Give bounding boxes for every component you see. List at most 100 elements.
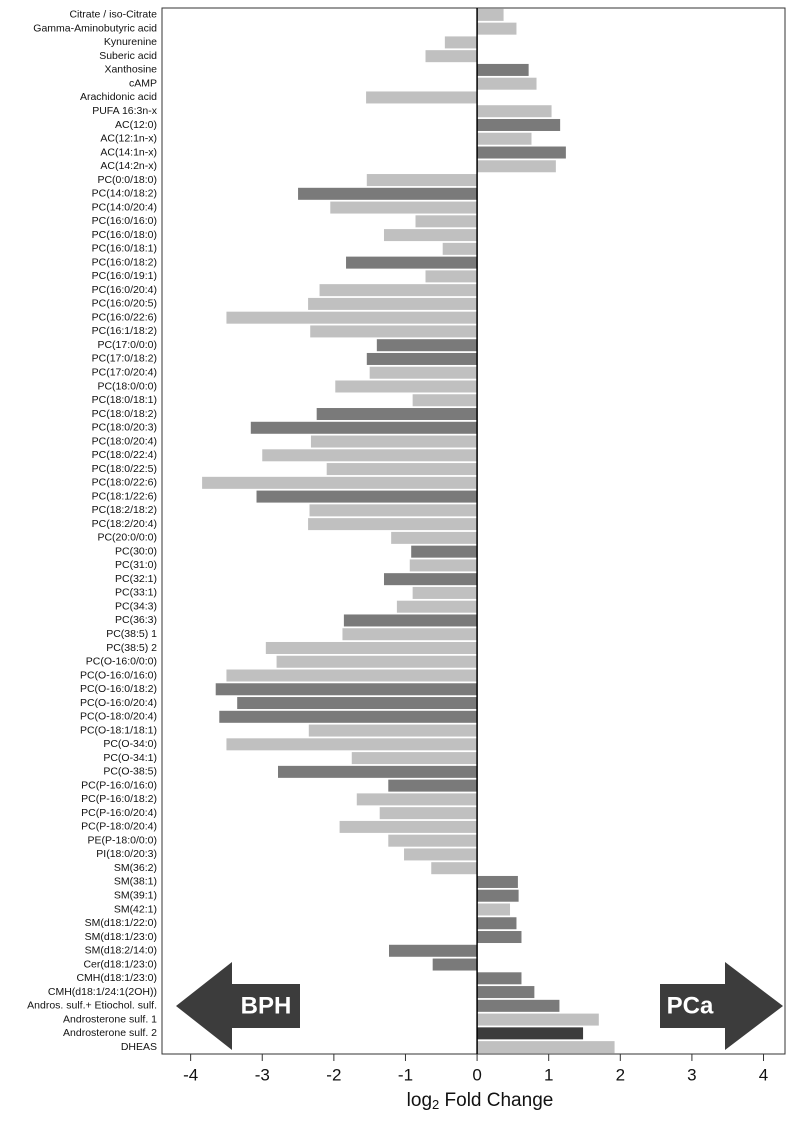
bar	[310, 325, 478, 338]
y-tick-label: PC(18:0/18:1)	[92, 394, 157, 406]
bar	[442, 242, 478, 255]
bar	[477, 972, 522, 985]
y-tick-label: SM(d18:2/14:0)	[85, 945, 157, 957]
y-tick-label: PC(14:0/18:2)	[92, 188, 157, 200]
x-tick-label: 2	[616, 1065, 625, 1084]
bar	[379, 807, 478, 820]
y-tick-label: AC(12:0)	[115, 119, 157, 131]
y-tick-label: PC(P-16:0/18:2)	[81, 793, 157, 805]
y-tick-label: Cer(d18:1/23:0)	[83, 958, 157, 970]
plot: Citrate / iso-CitrateGamma-Aminobutyric …	[27, 7, 786, 1084]
y-tick-label: PC(P-16:0/16:0)	[81, 779, 157, 791]
annotation: BPH	[241, 992, 292, 1019]
bar	[346, 256, 478, 269]
bar	[411, 545, 478, 558]
bar	[391, 531, 478, 544]
bar	[265, 641, 478, 654]
y-tick-label: PC(O-16:0/18:2)	[80, 683, 157, 695]
bar	[412, 394, 478, 407]
y-tick-label: Arachidonic acid	[80, 91, 157, 103]
y-tick-label: PC(18:0/20:3)	[92, 422, 157, 434]
bar	[477, 917, 517, 930]
bar	[477, 1013, 599, 1026]
y-tick-label: PC(18:2/20:4)	[92, 518, 157, 530]
y-tick-label: Androsterone sulf. 1	[63, 1013, 157, 1025]
bar	[388, 834, 478, 847]
y-tick-label: PUFA 16:3n-x	[92, 105, 158, 117]
bar	[335, 380, 478, 393]
bar	[431, 862, 478, 875]
bar	[477, 118, 561, 131]
bar	[226, 738, 478, 751]
bar	[309, 504, 478, 517]
x-tick-label: -3	[255, 1065, 270, 1084]
bar	[278, 765, 478, 778]
y-tick-label: PC(17:0/0:0)	[97, 339, 157, 351]
x-axis-label: log2 Fold Change	[407, 1090, 554, 1112]
y-tick-label: PC(38:5) 1	[106, 628, 157, 640]
y-tick-label: PC(32:1)	[115, 573, 157, 585]
y-tick-label: PC(17:0/18:2)	[92, 353, 157, 365]
bar	[477, 77, 537, 90]
bar	[477, 63, 529, 76]
bar	[477, 132, 532, 145]
bar	[477, 999, 560, 1012]
y-tick-label: AC(14:2n-x)	[100, 160, 157, 172]
y-tick-label: PC(16:0/18:1)	[92, 243, 157, 255]
y-tick-label: SM(39:1)	[114, 890, 157, 902]
y-tick-label: PC(18:1/22:6)	[92, 490, 157, 502]
y-tick-label: PC(O-18:0/20:4)	[80, 711, 157, 723]
bar	[319, 284, 478, 297]
bar	[276, 655, 478, 668]
bar	[330, 201, 478, 214]
y-tick-label: PC(16:0/20:5)	[92, 298, 157, 310]
y-tick-label: PC(O-38:5)	[103, 766, 157, 778]
bar	[226, 311, 478, 324]
y-tick-label: Kynurenine	[104, 36, 157, 48]
y-tick-label: PC(O-16:0/0:0)	[86, 656, 157, 668]
bar	[477, 8, 504, 21]
bar	[389, 944, 478, 957]
y-tick-label: CMH(d18:1/23:0)	[76, 972, 157, 984]
y-tick-label: Suberic acid	[99, 50, 157, 62]
bar	[444, 36, 478, 49]
y-tick-label: SM(36:2)	[114, 862, 157, 874]
y-tick-label: PC(34:3)	[115, 600, 157, 612]
y-tick-label: PC(16:0/18:2)	[92, 256, 157, 268]
y-tick-label: Xanthosine	[104, 64, 157, 76]
bar	[477, 146, 566, 159]
y-tick-label: PC(16:1/18:2)	[92, 325, 157, 337]
bar	[432, 958, 478, 971]
bar	[409, 559, 478, 572]
y-tick-label: AC(14:1n-x)	[100, 146, 157, 158]
y-tick-label: PC(16:0/16:0)	[92, 215, 157, 227]
y-tick-label: PC(P-16:0/20:4)	[81, 807, 157, 819]
y-tick-label: PC(18:0/20:4)	[92, 435, 157, 447]
bar	[477, 160, 556, 173]
y-tick-label: PC(17:0/20:4)	[92, 367, 157, 379]
bar	[366, 91, 478, 104]
y-tick-label: PC(18:0/0:0)	[97, 380, 157, 392]
bar	[298, 187, 478, 200]
arrows: BPH PCa	[176, 962, 783, 1050]
bar	[477, 1027, 584, 1040]
y-tick-label: SM(d18:1/23:0)	[85, 931, 157, 943]
bar	[219, 710, 478, 723]
y-tick-label: PC(0:0/18:0)	[97, 174, 157, 186]
bar	[412, 586, 478, 599]
bar	[226, 669, 478, 682]
bar	[366, 352, 478, 365]
right-arrow	[660, 962, 783, 1050]
bar	[356, 793, 478, 806]
bar	[383, 229, 478, 242]
bar	[342, 628, 478, 641]
x-label-part: log	[407, 1090, 432, 1111]
bar	[326, 463, 478, 476]
bar	[396, 600, 478, 613]
y-tick-label: PC(18:0/22:5)	[92, 463, 157, 475]
y-tick-label: SM(42:1)	[114, 903, 157, 915]
bar	[477, 22, 517, 35]
bar	[250, 421, 478, 434]
bar	[308, 297, 478, 310]
